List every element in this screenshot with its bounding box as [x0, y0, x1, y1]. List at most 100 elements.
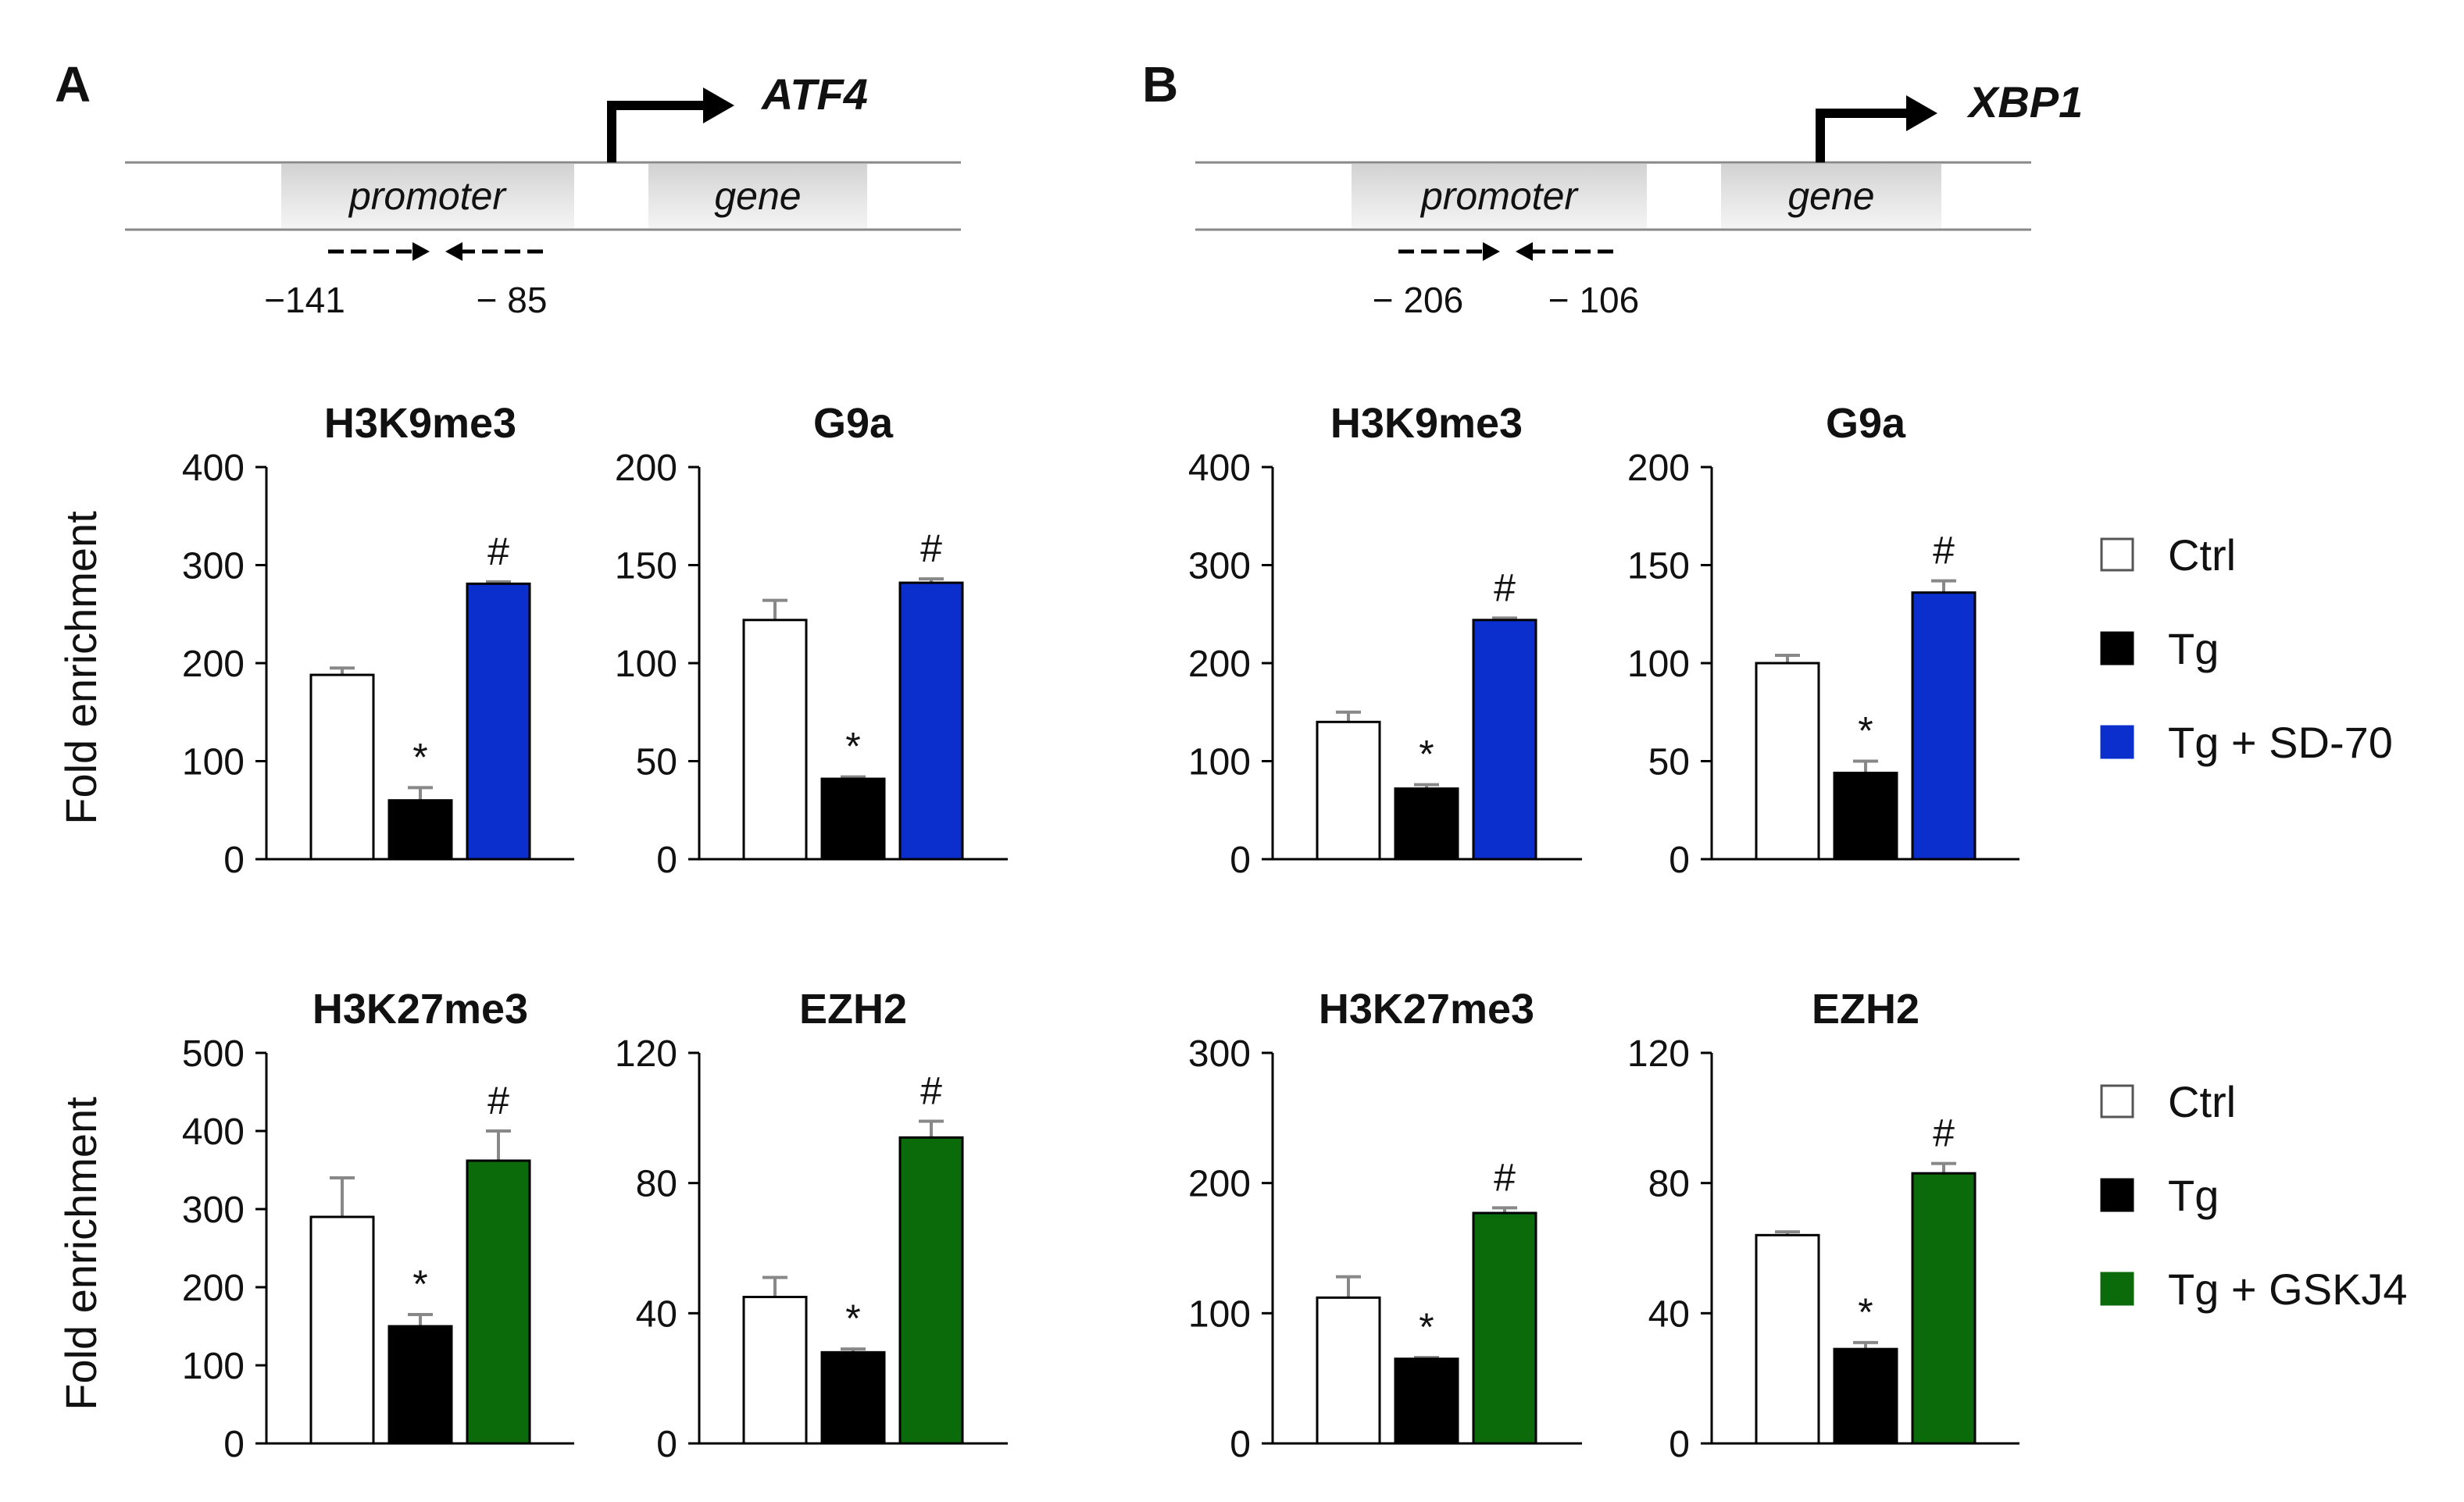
significance-hash: #	[1933, 529, 1955, 573]
bar-ctrl	[309, 1215, 375, 1445]
primer-forward-head-b	[1483, 242, 1500, 261]
y-axis-title-bottom: Fold enrichment	[56, 1097, 105, 1411]
bar-tg-gskj4	[1911, 1172, 1977, 1445]
significance-star: *	[412, 1262, 427, 1306]
y-tick-label: 100	[182, 1346, 245, 1387]
significance-hash: #	[1933, 1111, 1955, 1155]
y-tick-label: 50	[1648, 742, 1690, 783]
chart-a-ezh2: EZH2 0 40 80 120 * #	[615, 986, 1008, 1465]
y-tick-label: 0	[1669, 840, 1690, 881]
chart-title: EZH2	[1812, 986, 1919, 1033]
gene-name-a: ATF4	[760, 70, 868, 119]
y-tick-label: 100	[1188, 1293, 1251, 1335]
legend-label: Tg + GSKJ4	[2168, 1265, 2408, 1314]
tss-arrowhead-b	[1906, 95, 1937, 131]
legend-swatch	[2100, 725, 2134, 759]
y-tick-label: 300	[182, 546, 245, 587]
y-tick-label: 400	[1188, 448, 1251, 489]
y-tick-label: 150	[1627, 546, 1690, 587]
primer-right-a: − 85	[477, 280, 548, 320]
y-tick-label: 0	[1230, 840, 1251, 881]
y-tick-label: 100	[1627, 644, 1690, 685]
y-tick-label: 120	[1627, 1033, 1690, 1075]
bar-tg	[820, 1350, 886, 1445]
y-tick-label: 80	[636, 1164, 677, 1205]
chart-title: H3K9me3	[1330, 400, 1523, 447]
gene-box-a	[648, 164, 867, 228]
bar-tg-sd-70	[1472, 619, 1537, 861]
legend-swatch	[2100, 1178, 2134, 1212]
primer-left-b: − 206	[1373, 280, 1463, 320]
legend-label: Tg + SD-70	[2168, 718, 2393, 767]
bar-tg	[1833, 772, 1898, 861]
bar-ctrl	[1316, 1296, 1381, 1445]
y-tick-label: 300	[182, 1190, 245, 1231]
y-tick-label: 100	[182, 742, 245, 783]
y-tick-label: 0	[223, 1424, 245, 1465]
bar-tg-sd-70	[1911, 591, 1977, 861]
y-tick-label: 120	[615, 1033, 677, 1075]
y-tick-label: 300	[1188, 1033, 1251, 1075]
chart-title: H3K9me3	[324, 400, 516, 447]
primer-reverse-head-b	[1516, 242, 1533, 261]
significance-star: *	[845, 1297, 860, 1340]
chart-a-h3k9me3: H3K9me3 0 100 200 300 400 * #	[182, 400, 574, 881]
legend-label: Tg	[2168, 624, 2219, 673]
significance-star: *	[1419, 733, 1434, 776]
y-tick-label: 200	[182, 1268, 245, 1309]
y-tick-label: 150	[615, 546, 677, 587]
legend-1: Ctrl Tg Tg + SD-70	[2100, 530, 2393, 767]
promoter-label-a: promoter	[348, 174, 507, 218]
legends: Ctrl Tg Tg + SD-70 Ctrl Tg Tg + GSKJ4	[2100, 530, 2408, 1314]
promoter-box-b	[1352, 164, 1647, 228]
y-tick-label: 300	[1188, 546, 1251, 587]
y-tick-label: 40	[1648, 1293, 1690, 1335]
y-tick-label: 50	[636, 742, 677, 783]
y-tick-label: 200	[615, 448, 677, 489]
legend-label: Ctrl	[2168, 1077, 2236, 1126]
gene-box-b	[1721, 164, 1941, 228]
tss-arrow-a	[607, 101, 707, 162]
primer-right-b: − 106	[1548, 280, 1639, 320]
chart-a-g9a: G9a 0 50 100 150 200 * #	[615, 400, 1008, 881]
y-tick-label: 200	[1627, 448, 1690, 489]
chart-title: EZH2	[799, 986, 907, 1033]
bar-tg	[1394, 787, 1459, 861]
tss-arrow-b	[1816, 109, 1910, 162]
chart-title: G9a	[1826, 400, 1906, 447]
legend-swatch	[2100, 631, 2134, 665]
y-tick-label: 200	[1188, 644, 1251, 685]
bar-tg-gskj4	[898, 1136, 964, 1445]
panel-a-diagram: A promoter gene ATF4 −141 − 85	[55, 56, 961, 320]
chart-b-h3k9me3: H3K9me3 0 100 200 300 400 * #	[1188, 400, 1582, 881]
primer-left-a: −141	[264, 280, 345, 320]
panel-b-diagram: B promoter gene XBP1 − 206 − 106	[1142, 56, 2083, 320]
gene-label-a: gene	[714, 174, 801, 218]
y-tick-label: 200	[1188, 1164, 1251, 1205]
significance-hash: #	[920, 526, 942, 570]
significance-star: *	[412, 735, 427, 779]
y-tick-label: 0	[223, 840, 245, 881]
y-tick-label: 400	[182, 1111, 245, 1153]
panel-b-letter: B	[1142, 56, 1178, 112]
bar-tg	[1394, 1358, 1459, 1445]
y-tick-label: 400	[182, 448, 245, 489]
bar-tg-sd-70	[898, 581, 964, 861]
legend-label: Ctrl	[2168, 530, 2236, 580]
significance-hash: #	[1494, 1155, 1516, 1199]
significance-hash: #	[1494, 565, 1516, 609]
significance-hash: #	[487, 530, 509, 573]
bar-tg-gskj4	[1472, 1211, 1537, 1445]
y-tick-label: 100	[1188, 742, 1251, 783]
promoter-box-a	[281, 164, 574, 228]
significance-star: *	[1858, 1290, 1873, 1334]
significance-hash: #	[920, 1069, 942, 1113]
y-tick-label: 500	[182, 1033, 245, 1075]
y-tick-label: 0	[1230, 1424, 1251, 1465]
chart-b-g9a: G9a 0 50 100 150 200 * #	[1627, 400, 2019, 881]
primer-forward-head-a	[412, 242, 430, 261]
legend-label: Tg	[2168, 1171, 2219, 1220]
bar-charts: H3K9me30100200300400*#G9a050100150200*#H…	[182, 400, 2019, 1465]
y-tick-label: 200	[182, 644, 245, 685]
